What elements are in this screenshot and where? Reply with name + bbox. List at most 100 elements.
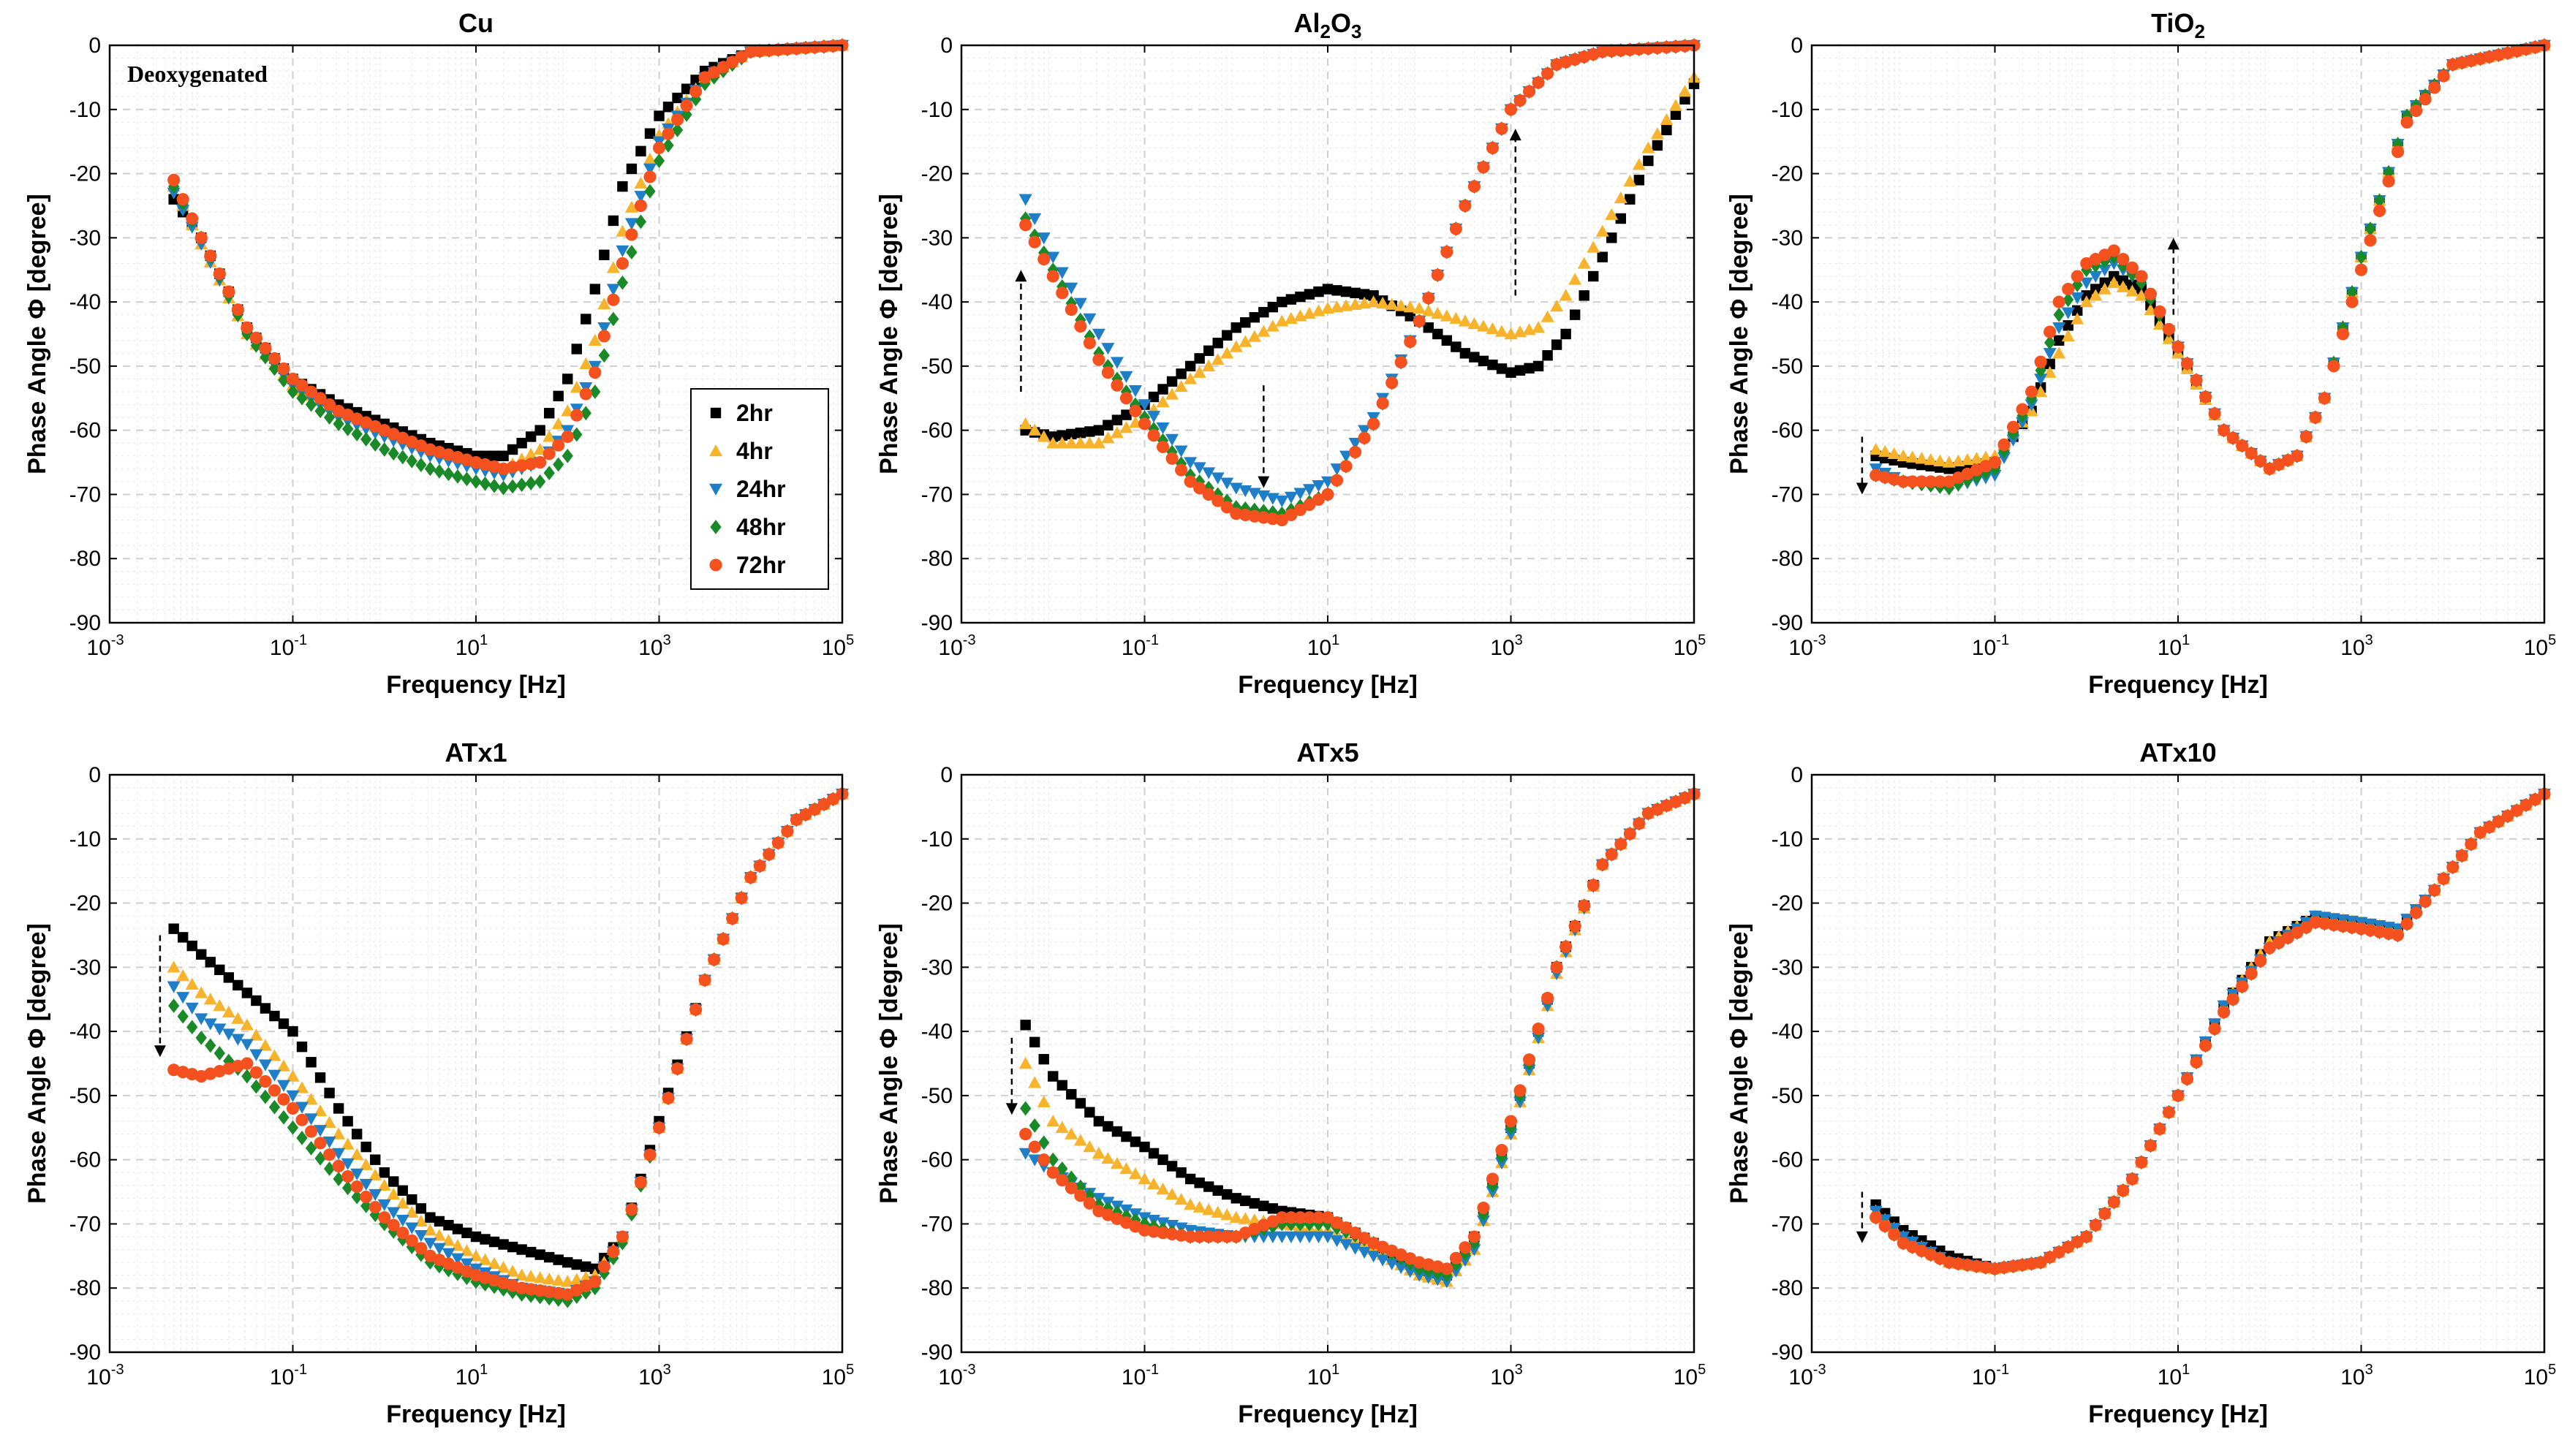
data-point <box>1083 1140 1097 1153</box>
data-point <box>1165 452 1179 465</box>
y-tick-label: -30 <box>1772 226 1803 250</box>
data-point <box>542 447 556 460</box>
x-tick-label: 101 <box>455 632 488 660</box>
data-point <box>305 397 317 412</box>
data-point <box>1029 1118 1040 1133</box>
data-point <box>581 1261 591 1273</box>
data-point <box>2025 385 2038 398</box>
y-tick-label: -20 <box>921 162 953 186</box>
data-point <box>1339 299 1353 311</box>
data-point <box>259 341 272 354</box>
data-point <box>1615 213 1626 224</box>
data-point <box>314 1137 327 1150</box>
data-point <box>479 476 491 491</box>
data-point <box>626 245 638 259</box>
data-point <box>214 964 225 976</box>
data-point <box>379 442 390 457</box>
data-point <box>652 1121 666 1134</box>
data-point <box>2465 838 2478 851</box>
chart-title: Al2O3 <box>1294 8 1362 42</box>
data-point <box>2062 283 2075 296</box>
data-point <box>213 1023 227 1036</box>
data-point <box>488 1279 500 1294</box>
data-point <box>461 471 473 487</box>
data-point <box>185 1002 199 1015</box>
data-point <box>1523 1053 1536 1066</box>
data-point <box>597 1260 610 1273</box>
data-point <box>296 1130 308 1145</box>
data-point <box>2052 322 2066 335</box>
x-axis-label: Frequency [Hz] <box>1238 1400 1418 1428</box>
data-point <box>1102 358 1114 374</box>
data-point <box>680 99 693 113</box>
data-point <box>333 1103 344 1114</box>
data-point <box>571 344 582 354</box>
data-point <box>2180 357 2194 370</box>
data-point <box>1293 488 1307 500</box>
data-point <box>1166 376 1178 387</box>
data-point <box>1349 1226 1362 1240</box>
y-tick-label: -50 <box>921 1084 953 1108</box>
data-point <box>2236 439 2249 452</box>
y-tick-label: -10 <box>69 827 101 852</box>
trend-arrow-head <box>1856 482 1868 495</box>
data-point <box>498 450 509 461</box>
data-point <box>1211 1230 1225 1243</box>
y-tick-label: -70 <box>1772 482 1803 507</box>
data-point <box>1037 232 1051 245</box>
data-point <box>2327 360 2340 373</box>
data-point <box>1494 325 1508 337</box>
data-point <box>717 933 730 946</box>
data-point <box>1266 319 1279 332</box>
data-point <box>2419 895 2432 908</box>
data-point <box>616 245 630 257</box>
data-point <box>1101 431 1115 444</box>
data-point <box>1421 304 1435 316</box>
x-tick-label: 105 <box>822 1362 855 1389</box>
data-point <box>1212 1185 1223 1196</box>
data-point <box>544 408 555 419</box>
data-point <box>1092 436 1105 449</box>
data-point <box>387 1207 401 1219</box>
data-point <box>415 1242 428 1255</box>
data-point <box>1476 319 1490 332</box>
data-point <box>2090 258 2101 273</box>
data-point <box>1870 1211 1883 1224</box>
data-point <box>2245 967 2258 980</box>
data-point <box>1542 350 1553 361</box>
data-point <box>1285 1216 1297 1232</box>
data-point <box>753 860 766 873</box>
data-point <box>351 1189 363 1205</box>
data-point <box>305 1140 317 1156</box>
data-point <box>213 267 226 281</box>
data-point <box>1267 1203 1279 1214</box>
data-point <box>286 372 300 385</box>
data-point <box>1385 297 1399 310</box>
data-point <box>2071 312 2084 325</box>
data-point <box>1505 367 1516 378</box>
data-point <box>450 1253 464 1265</box>
data-point <box>1065 436 1078 449</box>
data-point <box>2180 1072 2194 1085</box>
data-point <box>434 463 445 479</box>
data-point <box>1028 1076 1042 1088</box>
data-point <box>1156 422 1170 435</box>
legend-marker-24hr <box>709 483 722 496</box>
data-point <box>2171 1089 2185 1102</box>
data-point <box>2208 1023 2221 1036</box>
data-point <box>460 1244 474 1256</box>
data-point <box>2089 1218 2102 1232</box>
data-point <box>635 214 647 230</box>
data-point <box>1431 306 1445 319</box>
data-point <box>2071 292 2084 305</box>
data-point <box>460 1258 474 1270</box>
data-point <box>2455 849 2468 862</box>
data-point <box>726 56 739 69</box>
data-point <box>1055 1121 1069 1133</box>
data-point <box>635 145 646 157</box>
data-point <box>1321 1231 1334 1243</box>
data-point <box>1568 273 1582 285</box>
data-point <box>2134 289 2148 301</box>
data-point <box>205 957 216 968</box>
data-point <box>1405 311 1415 322</box>
